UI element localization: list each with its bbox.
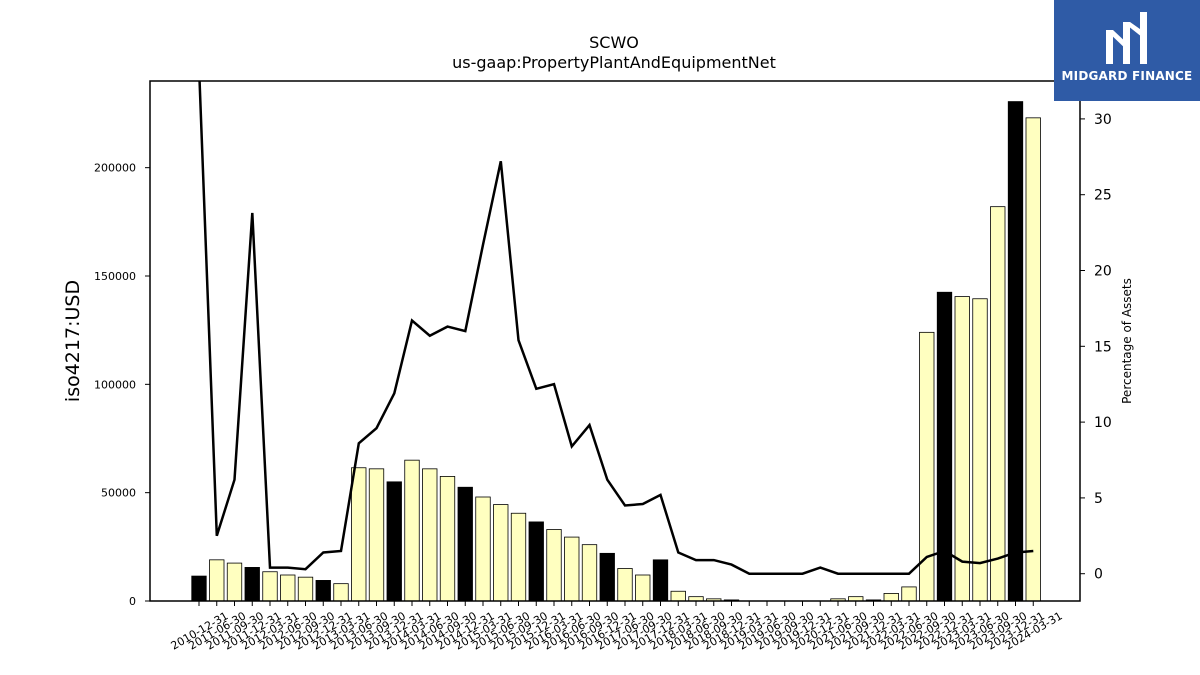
bar [191,575,207,602]
bar [280,574,296,602]
chart-title: SCWO [589,33,639,52]
percentage-line [198,81,1034,575]
x-axis-ticks: 2010-12-312011-06-302011-09-302011-12-31… [169,601,1065,653]
bar [493,504,509,602]
y2-tick-label: 25 [1094,188,1112,204]
bar [990,206,1006,602]
bar [262,571,278,602]
logo-mark-icon [1106,12,1147,64]
bar [368,468,385,602]
bar [209,559,225,602]
bar-group [191,101,1041,602]
bar [439,476,456,602]
bar [333,583,349,602]
right-axis-ticks: 0 5 10 15 20 25 30 [1080,112,1112,583]
bar [422,468,438,602]
bar [244,567,260,602]
bar [510,512,527,602]
bar [599,552,615,602]
y-tick-label: 200000 [94,162,136,175]
bar [475,496,491,602]
y-axis-label: iso4217:USD [62,280,84,402]
y2-tick-label: 10 [1094,415,1112,431]
bar [315,580,331,602]
bar [351,467,367,602]
y-tick-label: 100000 [94,378,136,391]
bar [670,590,686,602]
bar [901,586,917,602]
bar [954,296,970,602]
bar [564,536,580,602]
y-tick-label: 50000 [101,487,136,500]
brand-logo: MIDGARD FINANCE [1054,0,1200,101]
bar [652,559,669,602]
y2-axis-label: Percentage of Assets [1120,278,1134,404]
bar [297,576,314,602]
chart-subtitle: us-gaap:PropertyPlantAndEquipmentNet [452,53,776,72]
y-tick-label: 150000 [94,270,136,283]
bar [528,521,544,602]
bar [226,562,243,602]
bar [457,486,473,602]
bar [1025,117,1041,602]
left-axis-ticks: 0 50000 100000 150000 200000 [94,162,150,608]
bar [972,298,988,602]
y-tick-label: 0 [129,595,136,608]
line-group [198,81,1034,575]
logo-text: MIDGARD FINANCE [1061,69,1193,83]
bar [404,459,420,602]
y2-tick-label: 30 [1094,112,1112,128]
y2-tick-label: 20 [1094,264,1112,280]
y2-tick-label: 15 [1094,339,1112,355]
y2-tick-label: 0 [1094,567,1103,583]
bar [883,593,899,602]
bar [1007,101,1024,602]
bar [581,544,598,602]
y2-tick-label: 5 [1094,491,1103,507]
bar [386,481,402,602]
plot-frame [149,80,1081,602]
bar [617,568,633,602]
bar [635,574,651,602]
bar [546,529,562,602]
